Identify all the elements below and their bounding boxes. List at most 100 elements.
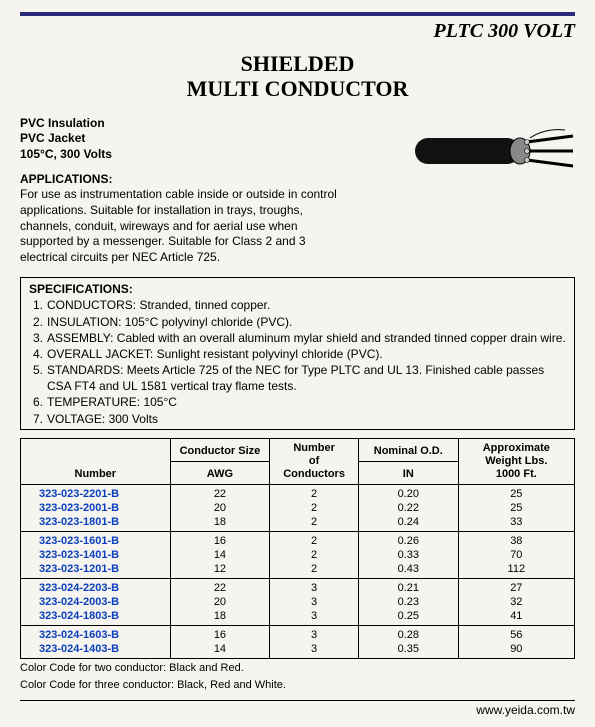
cell-part-number: 323-023-2001-B	[21, 501, 171, 515]
cell-od: 0.33	[358, 548, 458, 562]
data-table: Number Conductor Size Number of Conducto…	[20, 438, 575, 660]
footer-url: www.yeida.com.tw	[20, 700, 575, 717]
footnote-1: Color Code for two conductor: Black and …	[20, 661, 575, 675]
cell-part-number: 323-023-1401-B	[21, 548, 171, 562]
spec-num: 6.	[29, 394, 47, 410]
spec-item: 6.TEMPERATURE: 105°C	[29, 394, 566, 410]
cell-weight: 33	[458, 515, 574, 532]
specifications-list: 1.CONDUCTORS: Stranded, tinned copper.2.…	[29, 297, 566, 427]
cell-weight: 27	[458, 579, 574, 596]
spec-text: VOLTAGE: 300 Volts	[47, 411, 566, 427]
table-row: 323-023-1401-B1420.3370	[21, 548, 575, 562]
cell-od: 0.35	[358, 642, 458, 659]
col-nominal-od: Nominal O.D.	[358, 438, 458, 461]
cell-od: 0.24	[358, 515, 458, 532]
cell-conductors: 2	[270, 501, 359, 515]
table-row: 323-024-2203-B2230.2127	[21, 579, 575, 596]
page: PLTC 300 VOLT SHIELDED MULTI CONDUCTOR P…	[0, 0, 595, 727]
page-header-title: PLTC 300 VOLT	[20, 18, 575, 51]
spec-item: 7.VOLTAGE: 300 Volts	[29, 411, 566, 427]
subhead-l2: PVC Jacket	[20, 131, 85, 145]
cell-weight: 32	[458, 595, 574, 609]
cell-od: 0.20	[358, 485, 458, 502]
table-row: 323-024-1403-B1430.3590	[21, 642, 575, 659]
cell-weight: 41	[458, 609, 574, 626]
cell-conductors: 3	[270, 595, 359, 609]
table-row: 323-024-1803-B1830.2541	[21, 609, 575, 626]
cell-part-number: 323-023-1201-B	[21, 562, 171, 579]
table-row: 323-023-1801-B1820.2433	[21, 515, 575, 532]
cable-illustration	[415, 116, 575, 186]
table-row: 323-024-1603-B1630.2856	[21, 626, 575, 643]
cell-part-number: 323-024-1603-B	[21, 626, 171, 643]
cell-awg: 18	[170, 609, 270, 626]
table-row: 323-024-2003-B2030.2332	[21, 595, 575, 609]
spec-num: 3.	[29, 330, 47, 346]
subhead-l1: PVC Insulation	[20, 116, 105, 130]
cell-conductors: 3	[270, 609, 359, 626]
col-awg: AWG	[170, 462, 270, 485]
subhead-l3: 105°C, 300 Volts	[20, 147, 112, 161]
applications-label: APPLICATIONS:	[20, 172, 405, 186]
spec-num: 7.	[29, 411, 47, 427]
cell-conductors: 3	[270, 642, 359, 659]
cell-awg: 16	[170, 626, 270, 643]
spec-num: 2.	[29, 314, 47, 330]
cell-weight: 90	[458, 642, 574, 659]
cell-awg: 14	[170, 642, 270, 659]
cell-awg: 18	[170, 515, 270, 532]
cell-awg: 20	[170, 501, 270, 515]
product-subhead: PVC Insulation PVC Jacket 105°C, 300 Vol…	[20, 116, 405, 163]
col-number: Number	[21, 438, 171, 485]
cell-od: 0.25	[358, 609, 458, 626]
table-row: 323-023-2201-B2220.2025	[21, 485, 575, 502]
cell-awg: 12	[170, 562, 270, 579]
cell-weight: 38	[458, 532, 574, 549]
cell-awg: 16	[170, 532, 270, 549]
table-row: 323-023-2001-B2020.2225	[21, 501, 575, 515]
col-weight: Approximate Weight Lbs. 1000 Ft.	[458, 438, 574, 485]
cell-od: 0.23	[358, 595, 458, 609]
cell-awg: 14	[170, 548, 270, 562]
spec-text: TEMPERATURE: 105°C	[47, 394, 566, 410]
table-row: 323-023-1201-B1220.43112	[21, 562, 575, 579]
cell-part-number: 323-024-2003-B	[21, 595, 171, 609]
spec-num: 4.	[29, 346, 47, 362]
cell-conductors: 2	[270, 548, 359, 562]
spec-item: 5.STANDARDS: Meets Article 725 of the NE…	[29, 362, 566, 394]
cell-part-number: 323-024-1803-B	[21, 609, 171, 626]
cell-weight: 25	[458, 501, 574, 515]
cell-weight: 112	[458, 562, 574, 579]
cell-od: 0.43	[358, 562, 458, 579]
intro-row: PVC Insulation PVC Jacket 105°C, 300 Vol…	[20, 116, 575, 274]
spec-text: INSULATION: 105°C polyvinyl chloride (PV…	[47, 314, 566, 330]
cell-weight: 70	[458, 548, 574, 562]
top-rule	[20, 12, 575, 16]
table-body: 323-023-2201-B2220.2025323-023-2001-B202…	[21, 485, 575, 659]
spec-text: CONDUCTORS: Stranded, tinned copper.	[47, 297, 566, 313]
main-title-line2: MULTI CONDUCTOR	[187, 76, 409, 101]
spec-text: ASSEMBLY: Cabled with an overall aluminu…	[47, 330, 566, 346]
cell-od: 0.21	[358, 579, 458, 596]
col-conductor-size: Conductor Size	[170, 438, 270, 461]
spec-item: 1.CONDUCTORS: Stranded, tinned copper.	[29, 297, 566, 313]
cell-od: 0.28	[358, 626, 458, 643]
cell-awg: 22	[170, 485, 270, 502]
cell-awg: 22	[170, 579, 270, 596]
cell-conductors: 3	[270, 579, 359, 596]
specifications-box: SPECIFICATIONS: 1.CONDUCTORS: Stranded, …	[20, 277, 575, 430]
cell-od: 0.26	[358, 532, 458, 549]
cell-part-number: 323-023-2201-B	[21, 485, 171, 502]
cell-conductors: 2	[270, 532, 359, 549]
cell-conductors: 3	[270, 626, 359, 643]
table-row: 323-023-1601-B1620.2638	[21, 532, 575, 549]
intro-text-col: PVC Insulation PVC Jacket 105°C, 300 Vol…	[20, 116, 405, 274]
spec-text: OVERALL JACKET: Sunlight resistant polyv…	[47, 346, 566, 362]
spec-item: 2.INSULATION: 105°C polyvinyl chloride (…	[29, 314, 566, 330]
cell-conductors: 2	[270, 562, 359, 579]
cell-awg: 20	[170, 595, 270, 609]
cell-part-number: 323-023-1601-B	[21, 532, 171, 549]
col-in: IN	[358, 462, 458, 485]
cell-part-number: 323-024-1403-B	[21, 642, 171, 659]
table-head: Number Conductor Size Number of Conducto…	[21, 438, 575, 485]
